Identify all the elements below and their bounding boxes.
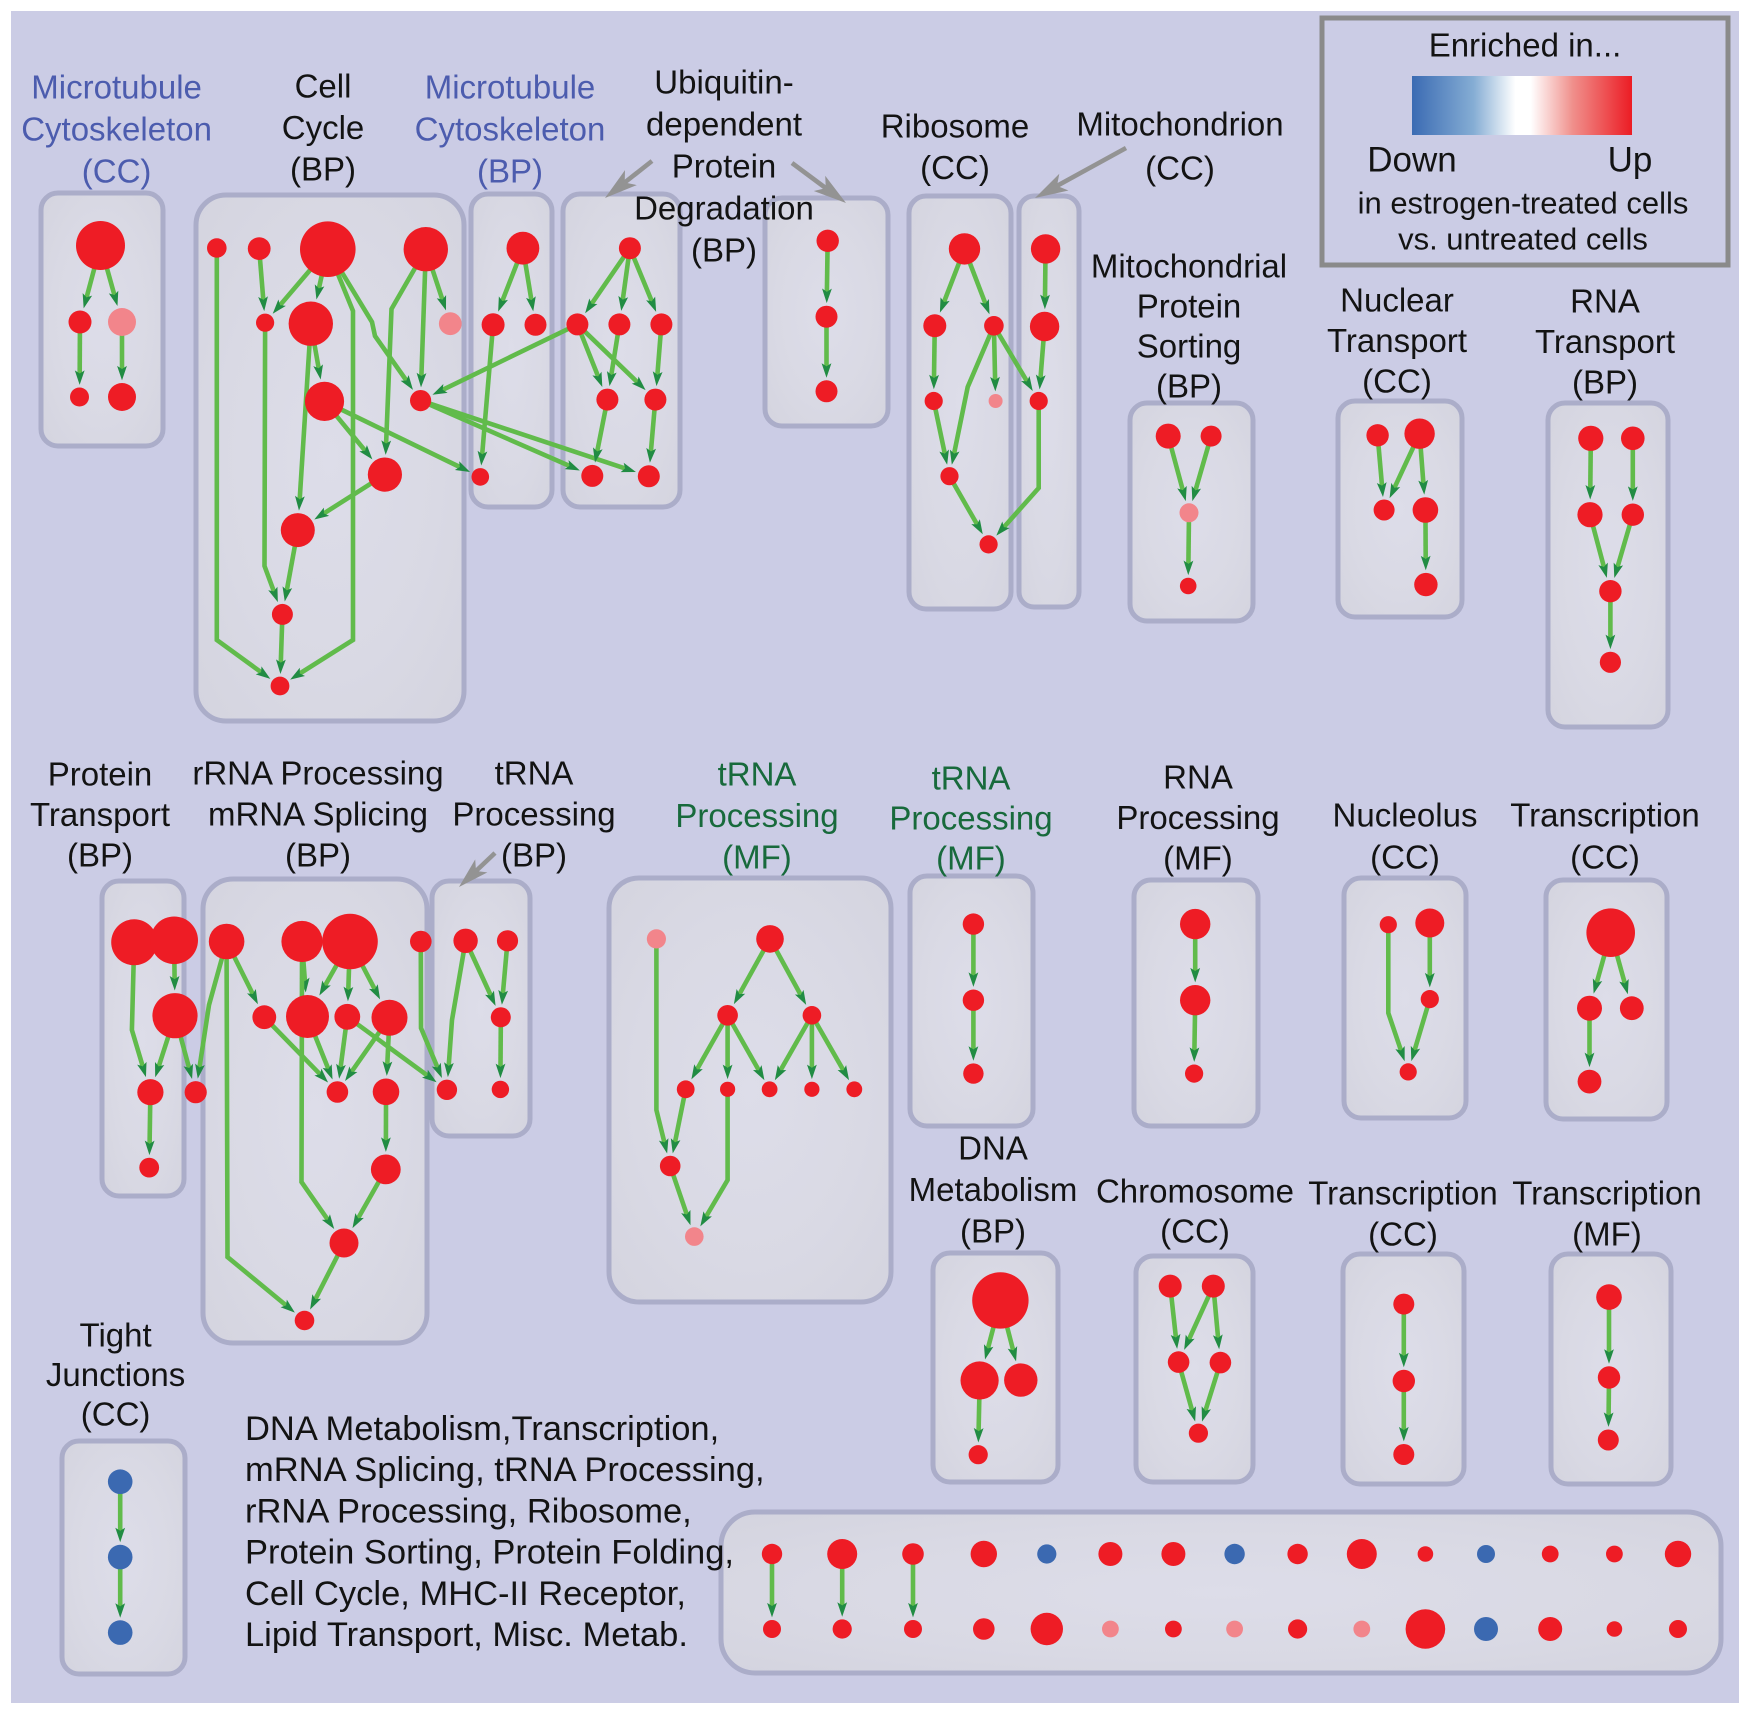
svg-text:Microtubule: Microtubule [425,69,596,106]
svg-text:(BP): (BP) [1156,368,1222,405]
svg-text:(BP): (BP) [1572,364,1638,401]
svg-text:Transcription: Transcription [1510,797,1700,834]
svg-text:tRNA: tRNA [718,756,797,793]
svg-text:Degradation: Degradation [634,190,814,227]
svg-text:(BP): (BP) [290,151,356,188]
svg-text:Mitochondrial: Mitochondrial [1091,248,1287,285]
svg-text:DNA: DNA [958,1130,1028,1167]
svg-text:Ribosome: Ribosome [881,108,1030,145]
svg-text:Nuclear: Nuclear [1340,282,1454,319]
svg-text:Nucleolus: Nucleolus [1333,797,1478,834]
svg-text:Junctions: Junctions [46,1356,185,1393]
svg-text:(BP): (BP) [960,1213,1026,1250]
svg-text:vs. untreated cells: vs. untreated cells [1398,222,1648,257]
svg-text:(CC): (CC) [81,1396,151,1433]
svg-text:Protein: Protein [48,756,153,793]
svg-text:Ubiquitin-: Ubiquitin- [654,64,793,101]
svg-text:Chromosome: Chromosome [1096,1173,1294,1210]
svg-text:Cytoskeleton: Cytoskeleton [21,111,212,148]
svg-text:Protein: Protein [672,148,777,185]
svg-text:tRNA: tRNA [932,760,1011,797]
svg-text:Mitochondrion: Mitochondrion [1076,106,1283,143]
svg-text:(BP): (BP) [691,232,757,269]
svg-text:dependent: dependent [646,106,802,143]
svg-text:Processing: Processing [889,800,1052,837]
svg-text:(MF): (MF) [1163,840,1233,877]
svg-text:DNA Metabolism,Transcription,: DNA Metabolism,Transcription, [245,1410,719,1448]
svg-text:(BP): (BP) [477,153,543,190]
svg-text:Transport: Transport [1327,322,1467,359]
svg-text:Protein Sorting, Protein Foldi: Protein Sorting, Protein Folding, [245,1534,734,1572]
svg-text:Cell Cycle, MHC-II Receptor,: Cell Cycle, MHC-II Receptor, [245,1575,686,1613]
svg-text:Up: Up [1608,141,1653,180]
svg-text:(CC): (CC) [1370,839,1440,876]
svg-text:Sorting: Sorting [1137,328,1242,365]
svg-text:(MF): (MF) [722,839,792,876]
svg-text:rRNA Processing: rRNA Processing [192,755,443,792]
svg-text:rRNA Processing, Ribosome,: rRNA Processing, Ribosome, [245,1492,692,1530]
svg-text:(CC): (CC) [920,149,990,186]
svg-text:Metabolism: Metabolism [909,1171,1078,1208]
svg-text:(MF): (MF) [1572,1216,1642,1253]
svg-text:Processing: Processing [675,797,838,834]
svg-text:mRNA Splicing, tRNA Processing: mRNA Splicing, tRNA Processing, [245,1451,765,1489]
svg-text:mRNA Splicing: mRNA Splicing [208,796,428,833]
svg-text:Transcription: Transcription [1308,1175,1498,1212]
svg-text:Down: Down [1367,141,1456,180]
svg-text:Microtubule: Microtubule [31,69,202,106]
svg-text:Processing: Processing [452,796,615,833]
svg-text:(CC): (CC) [82,153,152,190]
svg-text:(BP): (BP) [67,837,133,874]
svg-text:RNA: RNA [1163,759,1233,796]
svg-text:Cytoskeleton: Cytoskeleton [415,111,606,148]
svg-text:in estrogen-treated cells: in estrogen-treated cells [1358,186,1689,221]
svg-text:(CC): (CC) [1160,1213,1230,1250]
svg-text:(BP): (BP) [501,837,567,874]
svg-text:Processing: Processing [1116,799,1279,836]
svg-text:Tight: Tight [80,1317,152,1354]
svg-text:(MF): (MF) [936,840,1006,877]
svg-text:Enriched in...: Enriched in... [1429,27,1622,64]
svg-text:Transcription: Transcription [1512,1175,1702,1212]
svg-text:Cell: Cell [295,68,352,105]
svg-text:Lipid Transport, Misc. Metab.: Lipid Transport, Misc. Metab. [245,1616,688,1654]
svg-text:(CC): (CC) [1570,839,1640,876]
svg-text:Transport: Transport [1535,323,1675,360]
svg-text:(BP): (BP) [285,837,351,874]
svg-text:tRNA: tRNA [495,755,574,792]
svg-text:(CC): (CC) [1145,150,1215,187]
svg-text:Protein: Protein [1137,288,1242,325]
svg-text:Transport: Transport [30,796,170,833]
svg-text:Cycle: Cycle [282,109,365,146]
svg-text:(CC): (CC) [1368,1216,1438,1253]
svg-text:RNA: RNA [1570,283,1640,320]
svg-text:(CC): (CC) [1362,363,1432,400]
